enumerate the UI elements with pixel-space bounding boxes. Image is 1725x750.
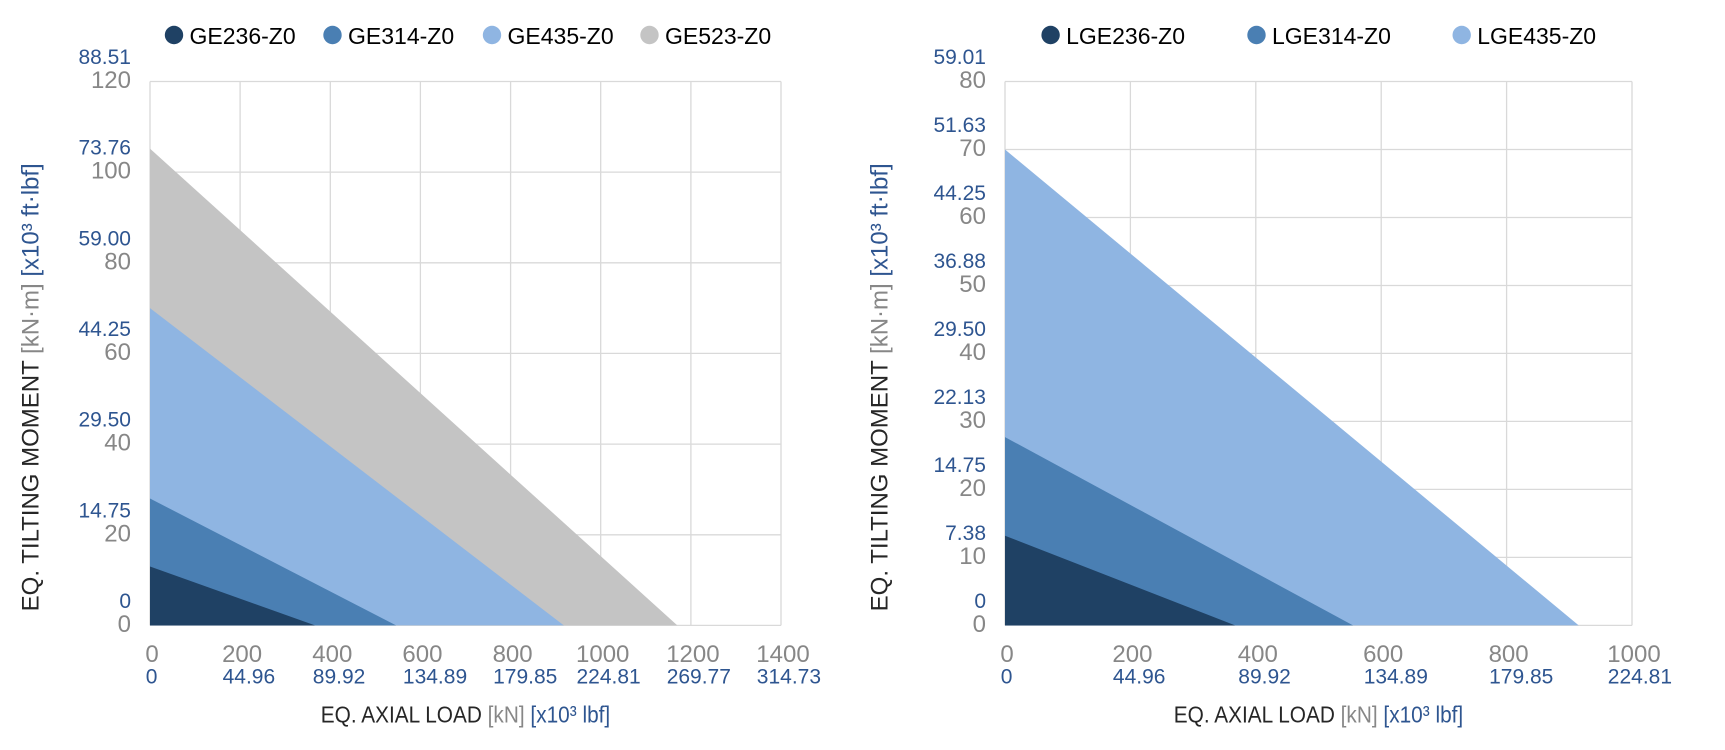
svg-text:200: 200 [1112,641,1152,668]
svg-text:0: 0 [145,641,158,668]
svg-text:80: 80 [104,248,131,275]
svg-text:0: 0 [1001,665,1013,688]
svg-text:1200: 1200 [666,641,719,668]
svg-text:60: 60 [959,203,986,230]
svg-text:1000: 1000 [1607,641,1660,668]
svg-text:22.13: 22.13 [933,386,986,409]
svg-text:29.50: 29.50 [78,409,131,432]
svg-text:800: 800 [493,641,533,668]
svg-text:GE236-Z0: GE236-Z0 [190,23,296,49]
svg-text:EQ. AXIAL LOAD [kN] [x10³ lbf]: EQ. AXIAL LOAD [kN] [x10³ lbf] [321,702,610,728]
svg-text:44.96: 44.96 [1113,665,1166,688]
svg-text:44.25: 44.25 [933,182,986,205]
svg-text:20: 20 [959,475,986,502]
svg-text:400: 400 [1238,641,1278,668]
svg-text:29.50: 29.50 [933,318,986,341]
svg-text:36.88: 36.88 [933,250,986,273]
svg-text:14.75: 14.75 [78,499,131,522]
svg-text:LGE236-Z0: LGE236-Z0 [1066,23,1185,49]
svg-text:14.75: 14.75 [933,454,986,477]
svg-text:0: 0 [118,611,131,638]
svg-text:EQ. TILTING MOMENT [kN·m] [x10: EQ. TILTING MOMENT [kN·m] [x10³ ft·lbf] [18,163,45,611]
svg-text:7.38: 7.38 [945,522,986,545]
svg-text:10: 10 [959,543,986,570]
svg-text:20: 20 [104,520,131,547]
svg-text:40: 40 [959,339,986,366]
svg-text:59.00: 59.00 [78,227,131,250]
svg-text:59.01: 59.01 [933,46,986,69]
svg-text:0: 0 [146,665,158,688]
svg-text:89.92: 89.92 [1238,665,1291,688]
svg-text:120: 120 [91,67,131,94]
svg-text:600: 600 [402,641,442,668]
svg-text:73.76: 73.76 [78,137,131,160]
svg-text:50: 50 [959,271,986,298]
svg-text:0: 0 [119,590,131,613]
svg-text:1000: 1000 [576,641,629,668]
svg-text:88.51: 88.51 [78,46,131,69]
svg-text:80: 80 [959,67,986,94]
svg-text:1400: 1400 [756,641,809,668]
svg-text:44.96: 44.96 [223,665,276,688]
svg-text:224.81: 224.81 [1608,665,1672,688]
svg-text:100: 100 [91,158,131,185]
svg-text:GE314-Z0: GE314-Z0 [348,23,454,49]
svg-text:EQ. TILTING MOMENT [kN·m] [x10: EQ. TILTING MOMENT [kN·m] [x10³ ft·lbf] [867,163,894,611]
svg-text:0: 0 [1000,641,1013,668]
svg-text:600: 600 [1363,641,1403,668]
svg-text:269.77: 269.77 [667,665,731,688]
svg-text:51.63: 51.63 [933,114,986,137]
svg-text:30: 30 [959,407,986,434]
svg-text:179.85: 179.85 [493,665,557,688]
svg-text:134.89: 134.89 [1364,665,1428,688]
svg-text:0: 0 [973,611,986,638]
svg-text:GE523-Z0: GE523-Z0 [665,23,771,49]
svg-text:179.85: 179.85 [1489,665,1553,688]
svg-text:89.92: 89.92 [313,665,366,688]
svg-text:200: 200 [222,641,262,668]
svg-text:400: 400 [312,641,352,668]
svg-text:314.73: 314.73 [757,665,821,688]
svg-text:GE435-Z0: GE435-Z0 [508,23,614,49]
svg-text:EQ. AXIAL LOAD [kN] [x10³ lbf]: EQ. AXIAL LOAD [kN] [x10³ lbf] [1174,702,1463,728]
svg-text:LGE435-Z0: LGE435-Z0 [1477,23,1596,49]
svg-text:224.81: 224.81 [577,665,641,688]
svg-text:800: 800 [1489,641,1529,668]
svg-text:44.25: 44.25 [78,318,131,341]
svg-text:134.89: 134.89 [403,665,467,688]
svg-text:60: 60 [104,339,131,366]
svg-text:70: 70 [959,135,986,162]
svg-text:LGE314-Z0: LGE314-Z0 [1272,23,1391,49]
svg-text:40: 40 [104,430,131,457]
svg-text:0: 0 [974,590,986,613]
